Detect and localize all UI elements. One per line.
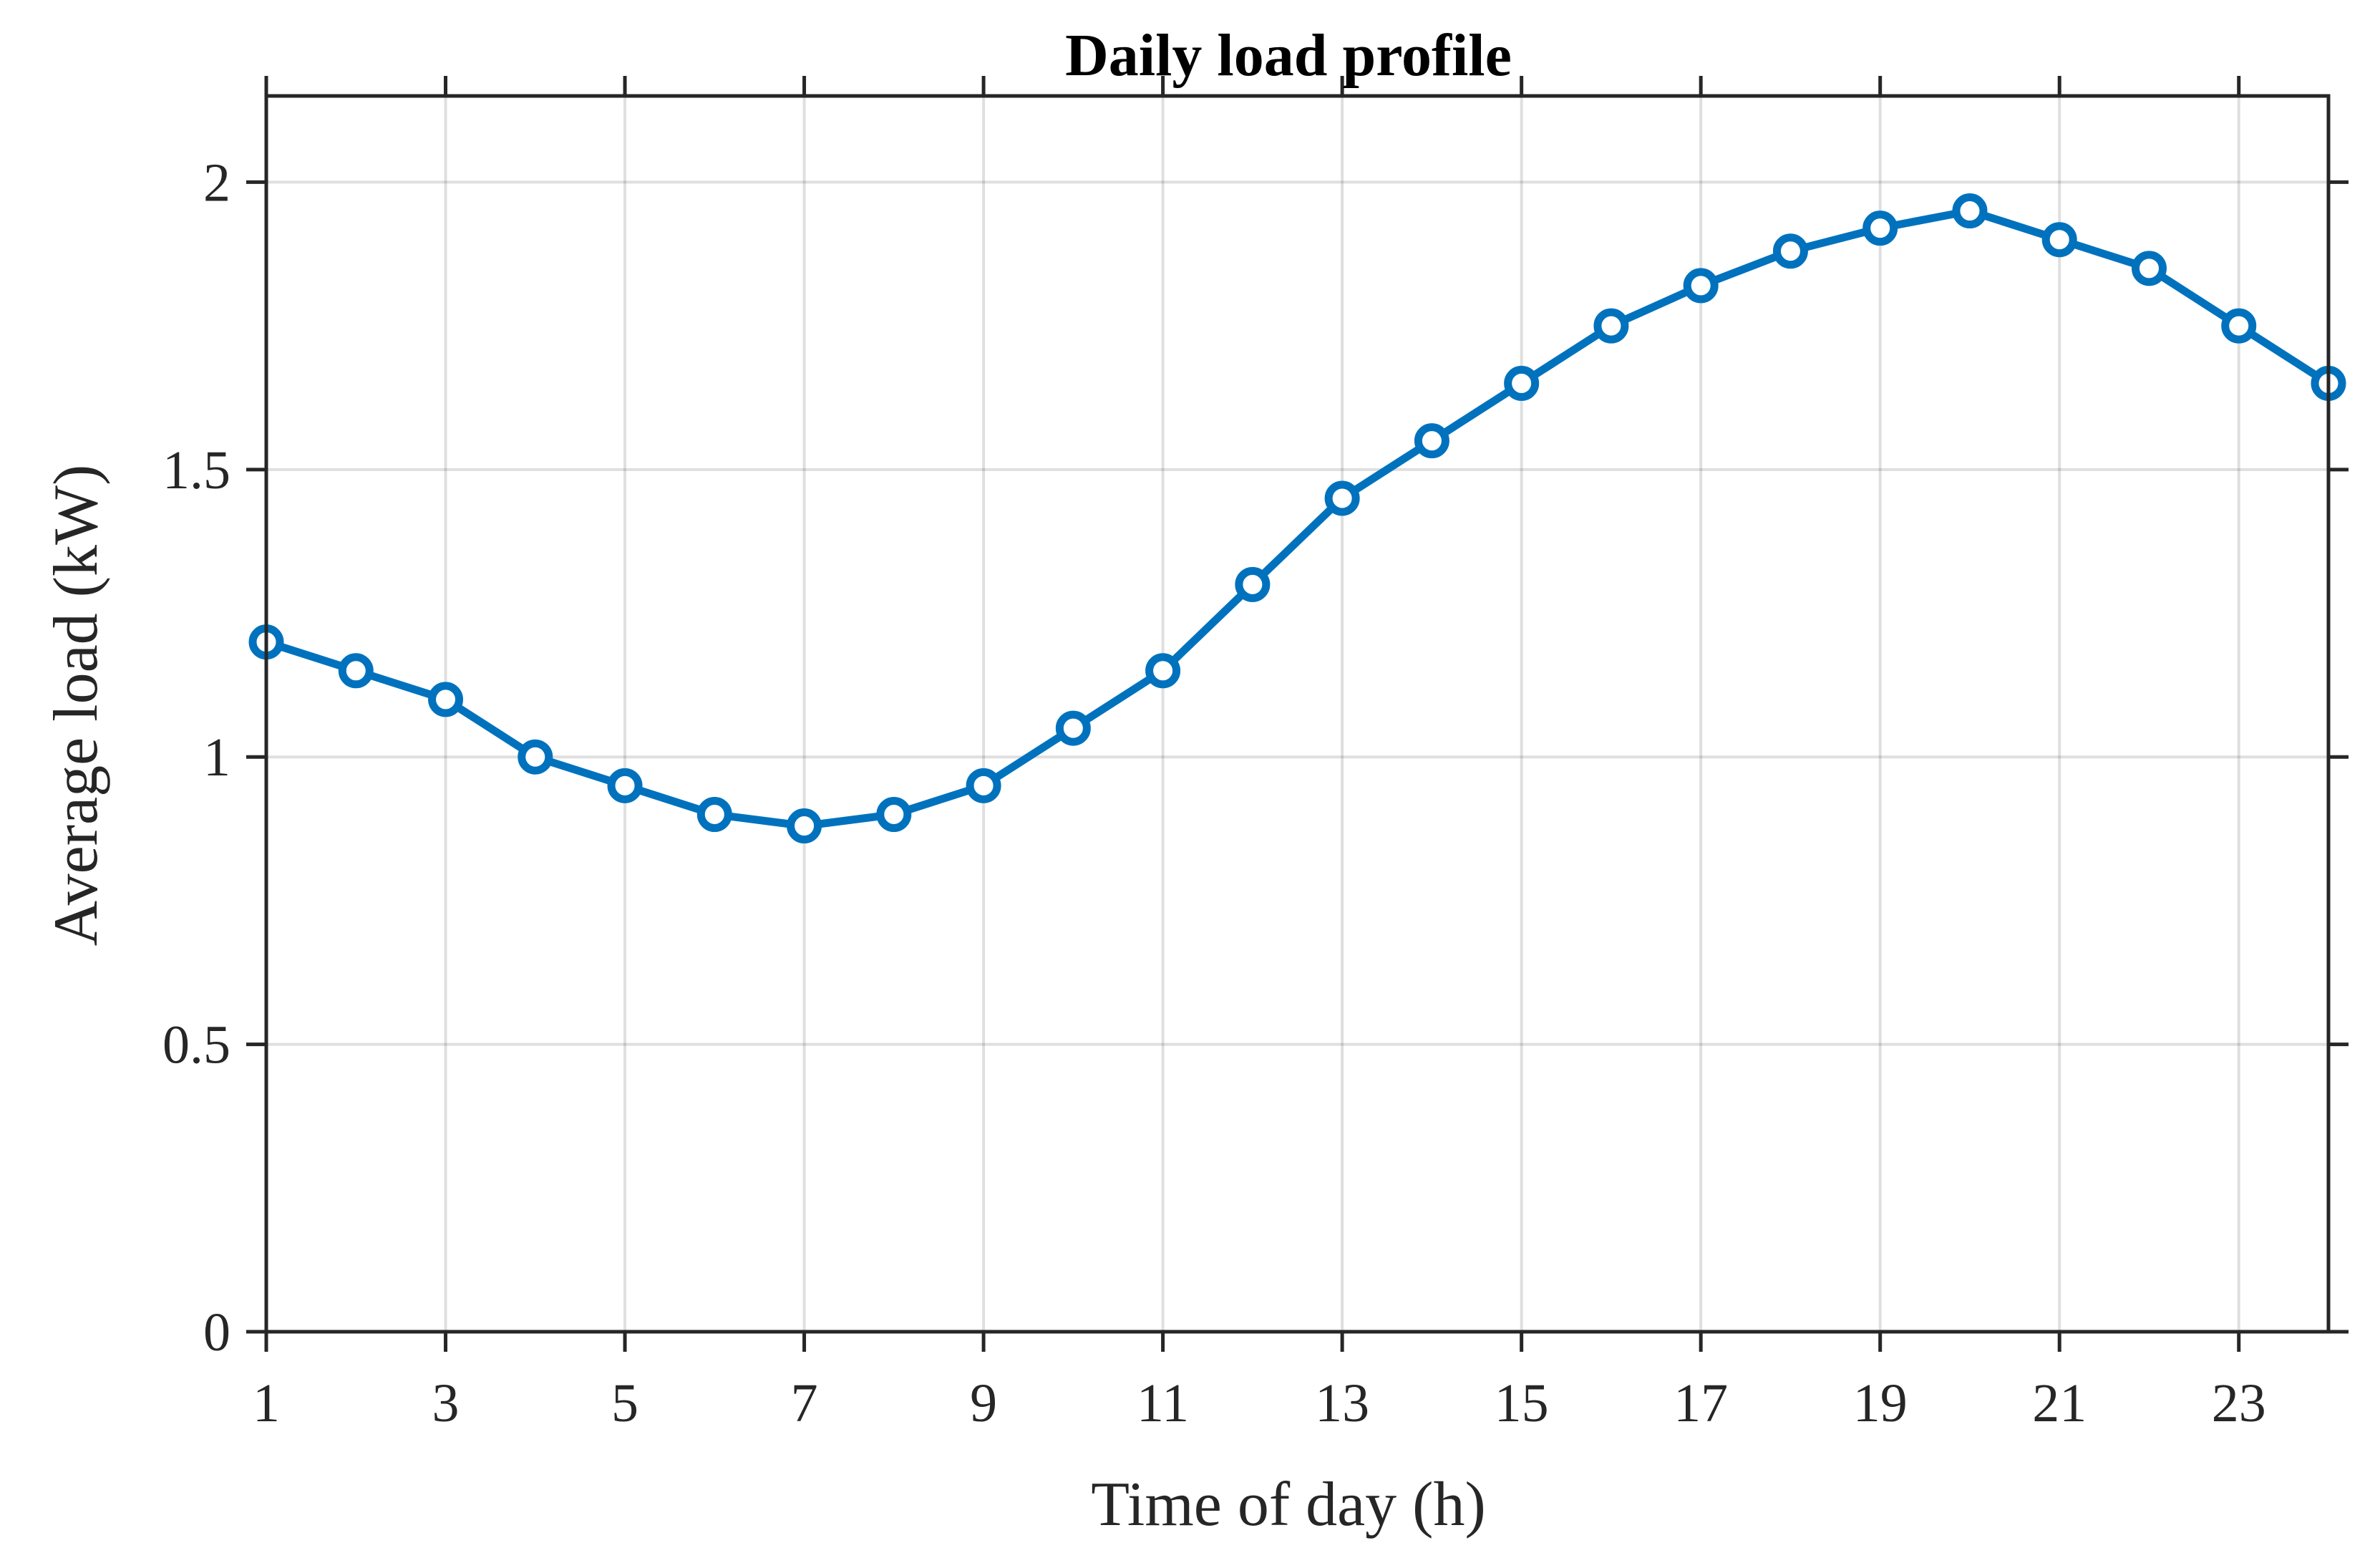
data-point (2221, 308, 2257, 344)
x-tick-label: 11 (1137, 1373, 1189, 1433)
x-tick-label: 1 (253, 1373, 280, 1433)
data-point (338, 653, 374, 689)
data-point (1593, 308, 1629, 344)
y-tick-label: 1 (203, 727, 230, 788)
plot-box (264, 94, 2331, 1334)
y-tick-label: 1.5 (162, 440, 230, 500)
data-point (876, 796, 912, 832)
y-tick-label: 0 (203, 1302, 230, 1363)
x-tick-label: 23 (2212, 1373, 2266, 1433)
x-tick-label: 9 (970, 1373, 997, 1433)
data-point (1772, 233, 1808, 269)
data-point (1952, 193, 1988, 229)
x-tick-label: 5 (611, 1373, 638, 1433)
x-tick-label: 7 (791, 1373, 818, 1433)
data-point (1504, 365, 1540, 401)
data-point (1414, 423, 1449, 459)
axes (246, 76, 2349, 1352)
y-tick-label: 0.5 (162, 1015, 230, 1075)
data-point (966, 768, 1001, 803)
data-point (1235, 566, 1271, 602)
x-tick-label: 15 (1495, 1373, 1549, 1433)
data-point (696, 796, 732, 832)
y-tick-label: 2 (203, 153, 230, 213)
data-point (1862, 211, 1898, 246)
data-point (1683, 268, 1719, 304)
data-point (1145, 653, 1181, 689)
data-point (787, 808, 822, 844)
x-tick-label: 3 (432, 1373, 460, 1433)
x-axis-label: Time of day (h) (1091, 1470, 1486, 1539)
data-point (2131, 251, 2167, 286)
data-point (607, 768, 643, 803)
x-tick-label: 17 (1674, 1373, 1728, 1433)
chart-title: Daily load profile (1065, 22, 1512, 89)
data-point (2041, 222, 2077, 258)
x-tick-label: 21 (2032, 1373, 2087, 1433)
data-point (1055, 710, 1091, 746)
x-tick-label: 13 (1315, 1373, 1369, 1433)
data-point (428, 682, 464, 717)
series-layer (248, 193, 2346, 844)
data-point (1324, 480, 1360, 516)
x-tick-label: 19 (1853, 1373, 1908, 1433)
y-axis-label: Average load (kW) (42, 465, 111, 947)
data-point (518, 739, 553, 775)
